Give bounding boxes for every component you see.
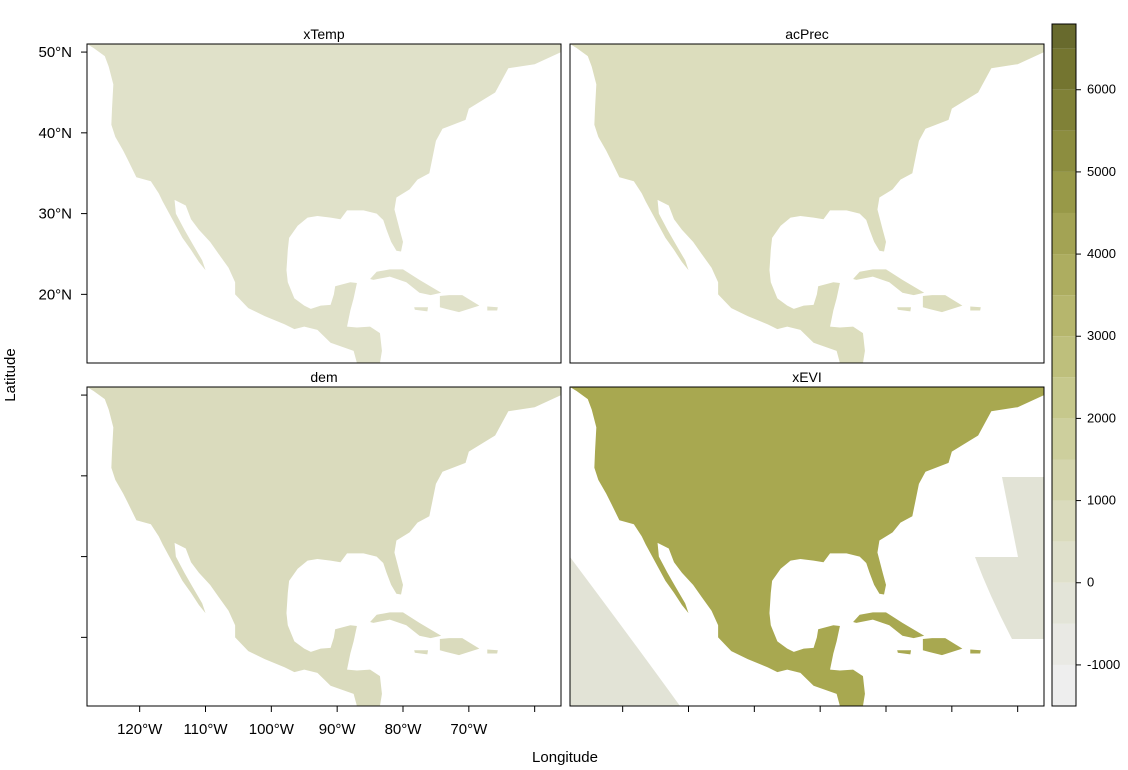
colorkey-band — [1052, 295, 1076, 337]
colorkey-frame — [1051, 23, 1077, 707]
panel-xtemp — [87, 44, 561, 363]
panel-title-xevi: xEVI — [792, 369, 822, 385]
colorkey-band — [1052, 541, 1076, 583]
y-tick-label: 40°N — [38, 125, 72, 142]
panel-acprec — [570, 44, 1044, 363]
land-raster-acprec — [570, 44, 1044, 363]
colorkey-band — [1052, 254, 1076, 296]
x-tick-label: 120°W — [117, 721, 163, 738]
panel-xevi — [570, 387, 1044, 706]
colorkey-band — [1052, 582, 1076, 624]
colorkey-band — [1052, 377, 1076, 419]
colorkey-label: 0 — [1087, 575, 1094, 590]
colorkey-label: -1000 — [1087, 657, 1120, 672]
panel-frame-dem — [86, 386, 562, 707]
panel-title-xtemp: xTemp — [303, 26, 344, 42]
x-tick-label: 110°W — [183, 721, 228, 738]
land-raster-dem — [87, 387, 561, 706]
land-raster-xtemp — [87, 44, 561, 363]
panel-frame-acprec — [569, 43, 1045, 364]
colorkey-band — [1052, 48, 1076, 90]
colorkey-band — [1052, 459, 1076, 501]
y-tick-label: 20°N — [38, 286, 72, 303]
colorkey-label: 5000 — [1087, 164, 1116, 179]
x-tick-label: 100°W — [249, 721, 295, 738]
panel-title-dem: dem — [310, 369, 337, 385]
colorkey-label: 1000 — [1087, 493, 1116, 508]
colorkey-band — [1052, 418, 1076, 460]
x-tick-label: 70°W — [450, 721, 488, 738]
panel-frame-xevi — [569, 386, 1045, 707]
y-axis-title: Latitude — [2, 348, 19, 401]
y-tick-label: 30°N — [38, 206, 72, 223]
colorkey-label: 3000 — [1087, 328, 1116, 343]
colorkey-band — [1052, 664, 1076, 706]
x-axis-title: Longitude — [532, 749, 598, 766]
colorkey-band — [1052, 130, 1076, 172]
colorkey-band — [1052, 212, 1076, 255]
x-tick-label: 80°W — [385, 721, 423, 738]
panel-frame-xtemp — [86, 43, 562, 364]
colorkey-label: 4000 — [1087, 246, 1116, 261]
colorkey-band — [1052, 89, 1076, 131]
y-tick-label: 50°N — [38, 44, 72, 61]
colorkey-band — [1052, 336, 1076, 378]
panel-title-acprec: acPrec — [785, 26, 829, 42]
panel-dem — [87, 387, 561, 706]
colorkey-label: 6000 — [1087, 82, 1116, 97]
raster-artifact — [570, 477, 1044, 706]
x-tick-label: 90°W — [319, 721, 357, 738]
colorkey-band — [1052, 171, 1076, 213]
colorkey-band — [1052, 623, 1076, 665]
colorkey-band — [1052, 24, 1076, 49]
colorkey-band — [1052, 500, 1076, 542]
colorkey-label: 2000 — [1087, 410, 1116, 425]
